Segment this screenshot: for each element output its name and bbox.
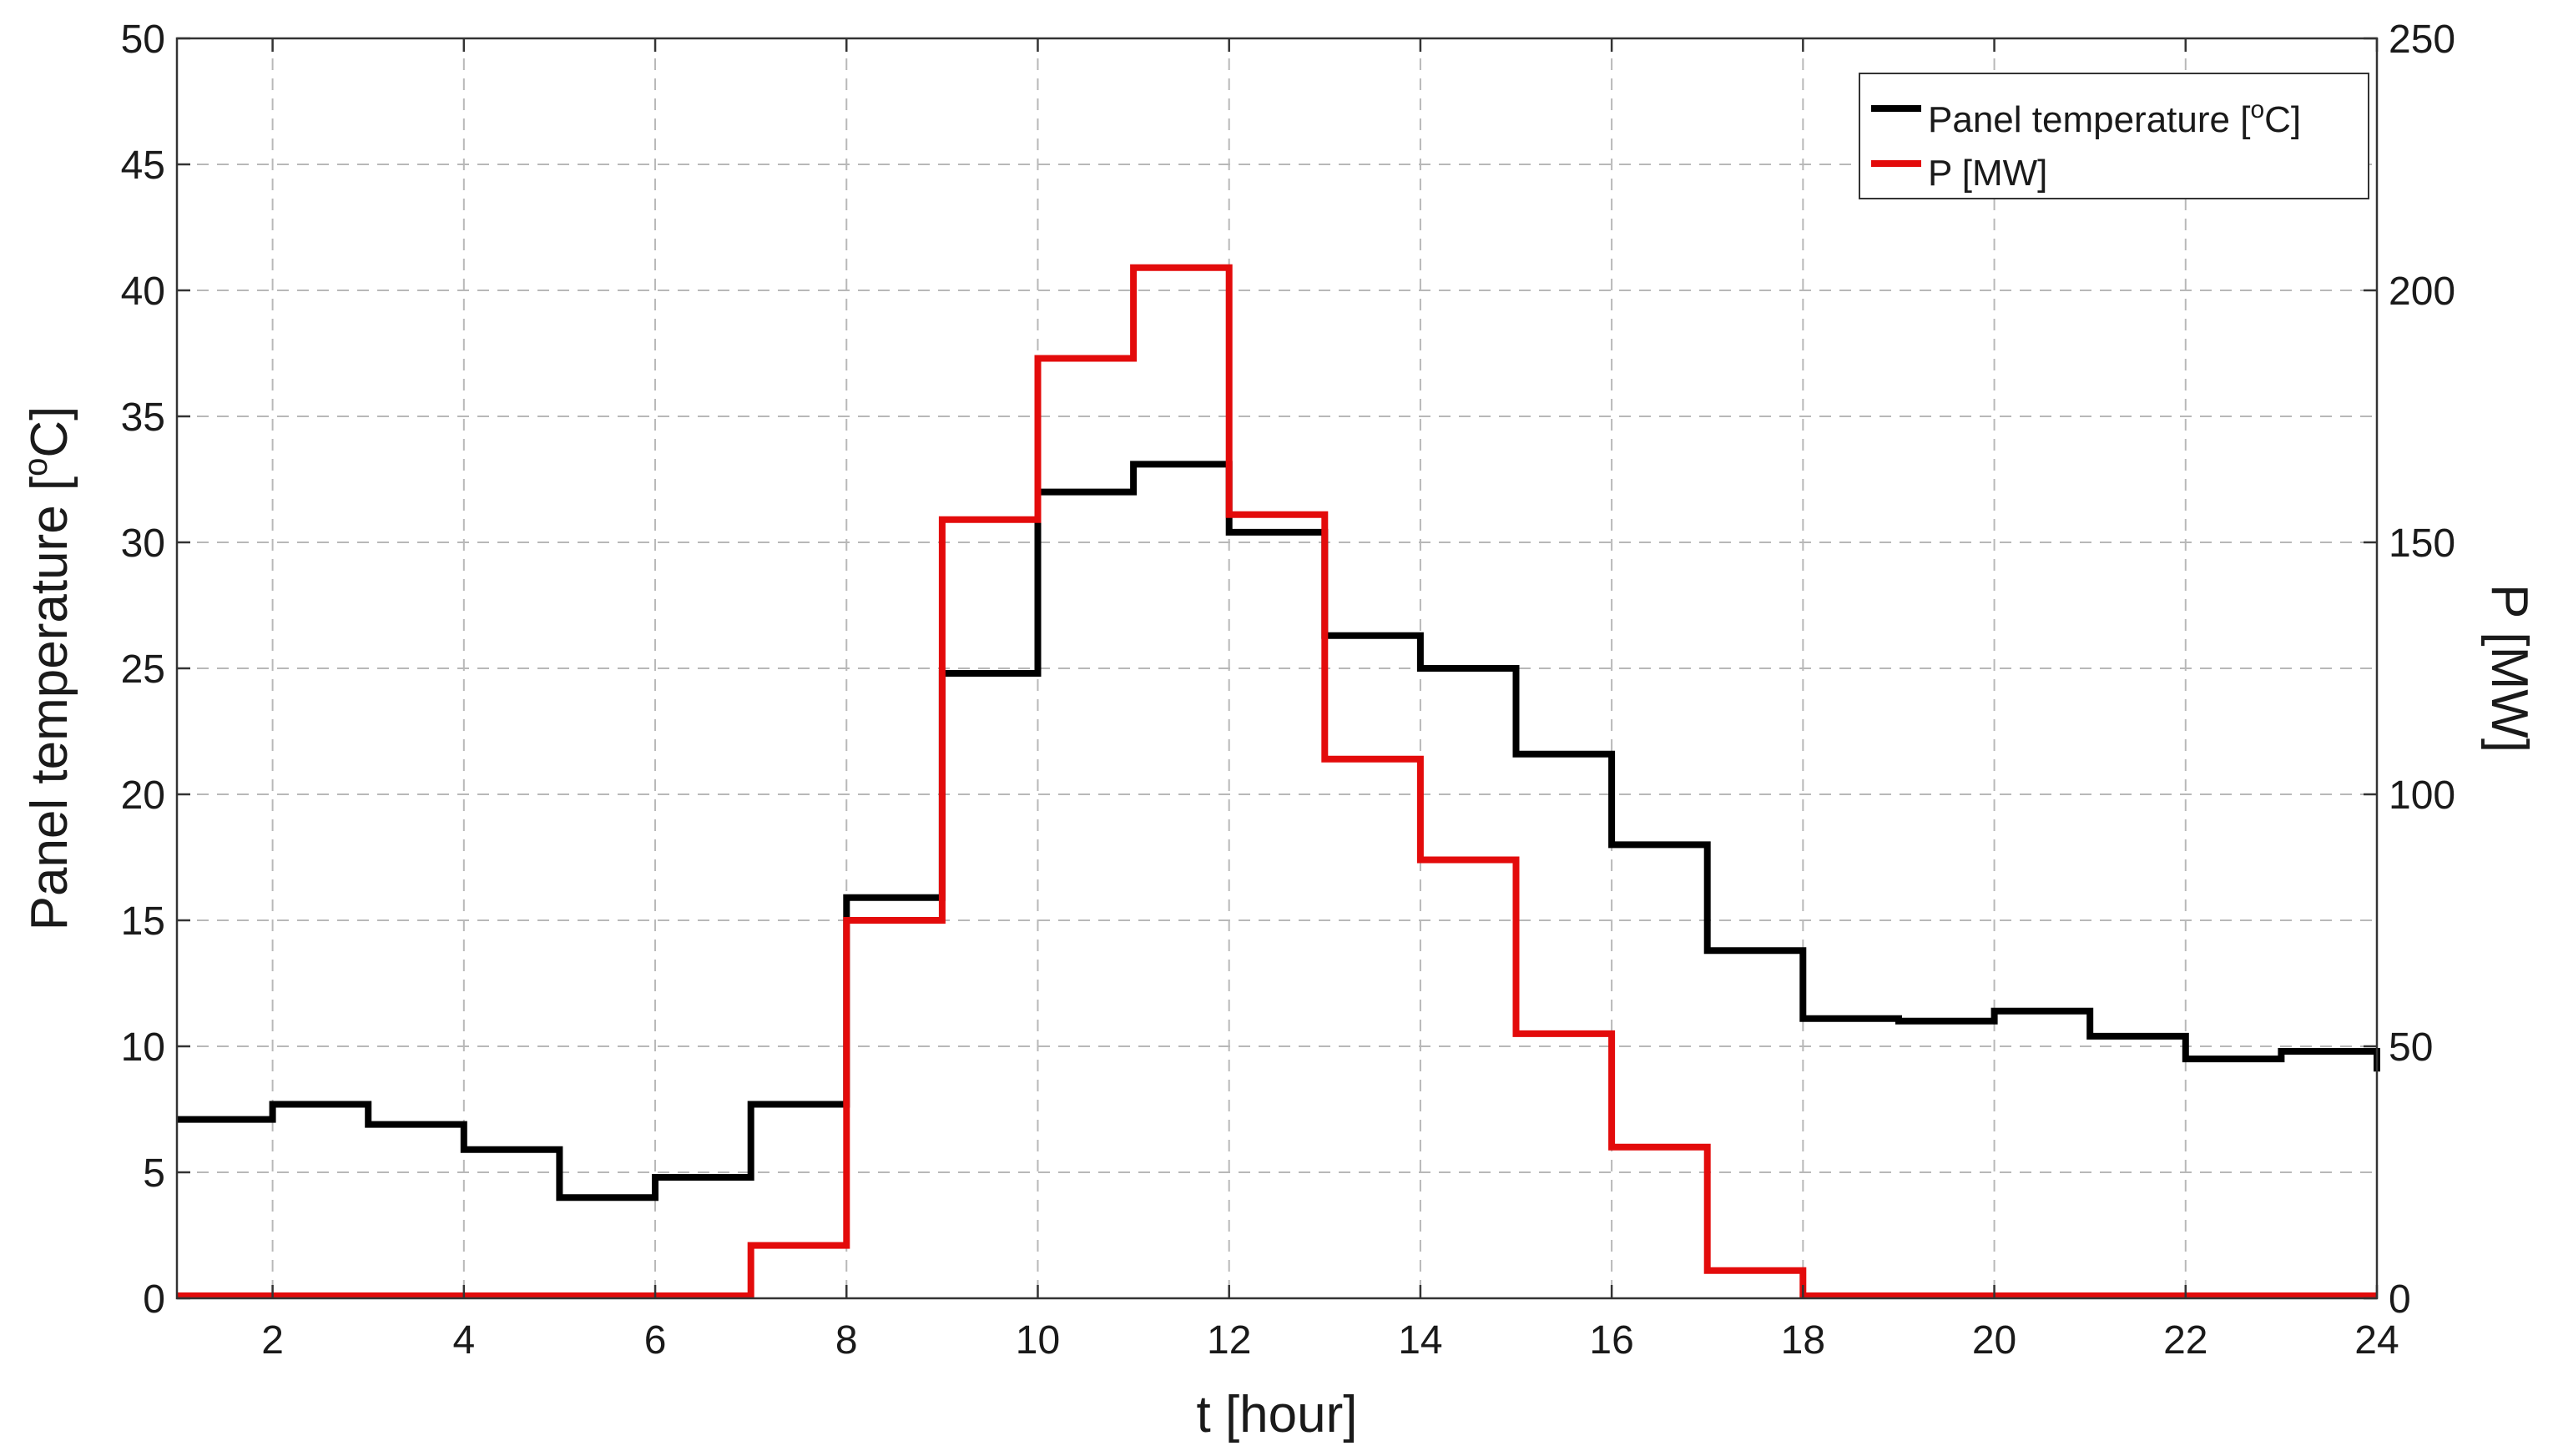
y-left-tick-label-15: 15 [121, 899, 165, 944]
legend-label-power: P [MW] [1928, 153, 2047, 194]
legend: Panel temperature [oC] P [MW] [1859, 73, 2369, 199]
y-left-axis-title: Panel temperature [oC] [18, 406, 78, 931]
tick-group: 2 4 6 8 10 12 14 16 18 20 22 2405101520253035404550… [121, 18, 2455, 1363]
x-tick-label-24: 24 [2354, 1318, 2399, 1363]
y-left-tick-label-50: 50 [121, 18, 165, 62]
x-tick-label-16: 16 [1589, 1318, 1633, 1363]
x-tick-label-8: 8 [835, 1318, 858, 1363]
y-left-tick-label-20: 20 [121, 773, 165, 818]
x-tick-label-2: 2 [261, 1318, 284, 1363]
y-left-tick-label-30: 30 [121, 521, 165, 566]
y-right-tick-label-50: 50 [2389, 1025, 2433, 1070]
x-tick-label-6: 6 [644, 1318, 667, 1363]
y-left-tick-label-35: 35 [121, 395, 165, 440]
y-left-tick-label-40: 40 [121, 270, 165, 314]
y-right-tick-label-100: 100 [2389, 773, 2455, 818]
x-tick-label-22: 22 [2163, 1318, 2207, 1363]
y-left-axis-title-sup: o [18, 458, 54, 476]
series-group [177, 264, 2380, 1299]
y-right-tick-label-150: 150 [2389, 521, 2455, 566]
grid-lines [177, 38, 2377, 1298]
legend-label-panel-temperature-main: Panel temperature [ [1928, 99, 2250, 140]
y-right-tick-label-0: 0 [2389, 1277, 2411, 1322]
y-left-tick-label-10: 10 [121, 1025, 165, 1070]
x-tick-label-20: 20 [1972, 1318, 2016, 1363]
legend-label-panel-temperature-end: C] [2264, 99, 2301, 140]
y-left-axis-title-main: Panel temperature [ [21, 476, 78, 931]
legend-label-panel-temperature: Panel temperature [oC] [1928, 96, 2301, 140]
y-right-tick-label-250: 250 [2389, 18, 2455, 62]
y-left-axis-title-end: C] [21, 406, 78, 458]
series-line-1 [177, 264, 2377, 1299]
x-tick-label-12: 12 [1207, 1318, 1251, 1363]
y-left-tick-label-45: 45 [121, 144, 165, 188]
x-tick-label-14: 14 [1398, 1318, 1442, 1363]
y-right-axis-title: P [MW] [2480, 584, 2538, 753]
x-tick-label-4: 4 [452, 1318, 475, 1363]
legend-label-panel-temperature-sup: o [2250, 96, 2264, 123]
y-left-tick-label-0: 0 [143, 1277, 165, 1322]
x-axis-title: t [hour] [1197, 1386, 1358, 1443]
y-left-tick-label-5: 5 [143, 1151, 165, 1196]
y-right-tick-label-200: 200 [2389, 270, 2455, 314]
x-tick-label-18: 18 [1781, 1318, 1825, 1363]
y-left-tick-label-25: 25 [121, 647, 165, 692]
legend-box [1859, 73, 2369, 199]
x-tick-label-10: 10 [1016, 1318, 1060, 1363]
